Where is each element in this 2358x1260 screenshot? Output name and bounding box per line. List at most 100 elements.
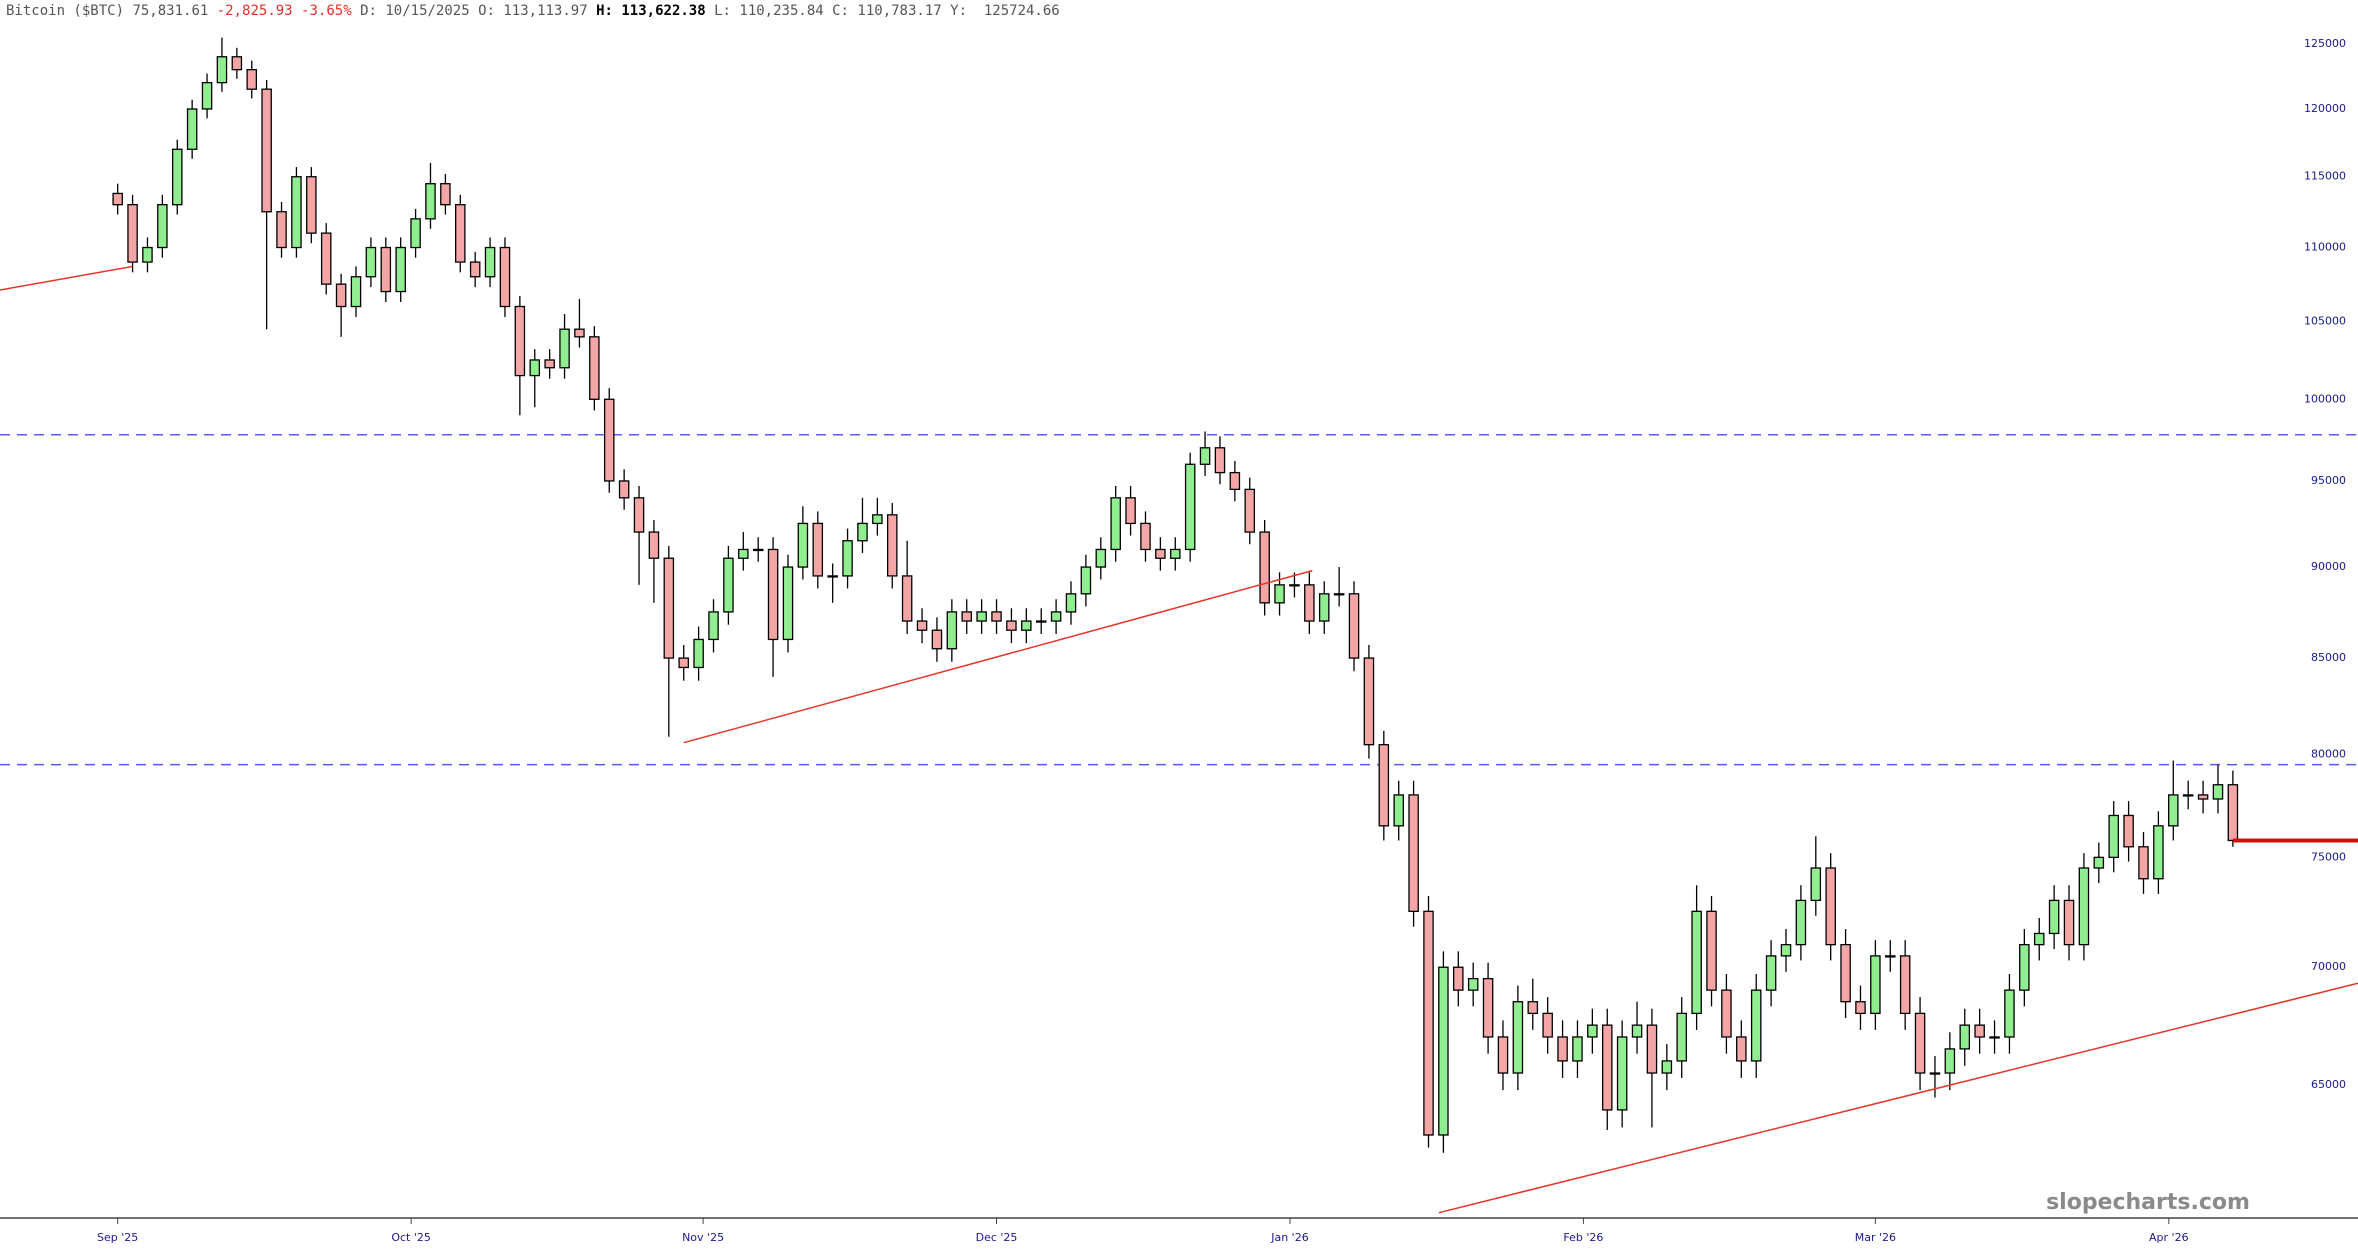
candle-body xyxy=(1914,1012,1926,1074)
candle-body xyxy=(603,398,615,482)
candle-body xyxy=(246,69,258,90)
candle-body xyxy=(2004,989,2015,1038)
candle-body xyxy=(633,497,645,533)
candle-body xyxy=(842,540,853,577)
candle-body xyxy=(857,522,868,542)
candle-body xyxy=(186,108,198,150)
candle-body xyxy=(1899,955,1911,1015)
candle-body xyxy=(425,183,436,220)
candle-body xyxy=(1080,566,1092,595)
candle-body xyxy=(1661,1060,1673,1074)
candle-body xyxy=(2197,794,2209,800)
candle-body xyxy=(1050,611,1062,622)
candle-body xyxy=(1929,1072,1941,1075)
candle-body xyxy=(127,204,138,263)
candle-body xyxy=(1765,955,1777,991)
candle-body xyxy=(380,246,392,293)
candle-body xyxy=(306,176,317,234)
candle-body xyxy=(827,575,838,578)
candle-body xyxy=(2019,943,2030,991)
trend-line xyxy=(1438,982,2358,1214)
candle-body xyxy=(1721,989,1732,1038)
candle-body xyxy=(1021,620,1032,631)
candle-body xyxy=(2033,932,2045,946)
candle-body xyxy=(1348,593,1360,659)
candle-body xyxy=(1155,548,1166,559)
candle-body xyxy=(171,148,183,206)
candle-body xyxy=(544,359,555,369)
candle-body xyxy=(499,246,511,308)
y-tick-label: 65000 xyxy=(2311,1078,2346,1091)
candle-body xyxy=(901,575,913,622)
high: H: 113,622.38 xyxy=(596,3,706,19)
candle-body xyxy=(1467,977,1479,991)
candle-body xyxy=(1184,463,1196,551)
x-tick-label: Mar '26 xyxy=(1855,1231,1896,1244)
candle-body xyxy=(1512,1001,1524,1074)
candle-body xyxy=(1170,548,1181,559)
x-tick-label: Oct '25 xyxy=(391,1231,431,1244)
candle-body xyxy=(1616,1036,1628,1111)
candle-body xyxy=(276,211,287,249)
candle-body xyxy=(708,611,719,641)
candle-body xyxy=(1780,943,1792,957)
symbol: Bitcoin ($BTC) xyxy=(6,3,125,19)
candle-body xyxy=(395,246,406,293)
candle-body xyxy=(1378,744,1390,827)
candle-body xyxy=(589,336,600,400)
candle-body xyxy=(1706,910,1717,991)
candle-body xyxy=(1691,910,1702,1015)
y-tick-label: 70000 xyxy=(2311,960,2346,973)
candle-body xyxy=(1736,1036,1747,1062)
candle-body xyxy=(1244,488,1256,533)
candle-body xyxy=(767,548,779,641)
candle-body xyxy=(1438,966,1449,1136)
x-tick-label: Nov '25 xyxy=(682,1231,724,1244)
candle-body xyxy=(1289,584,1300,587)
candle-body xyxy=(1572,1036,1583,1062)
candle-body xyxy=(514,305,526,377)
candle-body xyxy=(723,557,734,613)
candle-body xyxy=(559,328,570,369)
candle-body xyxy=(2108,814,2119,859)
candle-body xyxy=(1601,1024,1613,1111)
candle-body xyxy=(157,204,168,249)
candle-body xyxy=(2227,784,2239,842)
change-pct: -3.65% xyxy=(301,3,352,19)
candle-body xyxy=(1542,1012,1553,1038)
candle-body xyxy=(1140,522,1151,551)
x-tick-label: Apr '26 xyxy=(2149,1231,2189,1244)
candle-body xyxy=(484,246,496,278)
candle-body xyxy=(886,514,898,577)
candle-body xyxy=(1944,1048,1956,1074)
candle-body xyxy=(1199,447,1211,465)
candle-body xyxy=(574,328,585,338)
candle-body xyxy=(1497,1036,1509,1074)
candle-body xyxy=(1229,471,1241,491)
candle-body xyxy=(1587,1024,1598,1038)
y-tick-label: 110000 xyxy=(2304,241,2346,254)
candle-body xyxy=(2063,899,2075,946)
candle-body xyxy=(1333,593,1345,596)
candle-body xyxy=(231,56,243,71)
candle-body xyxy=(1855,1001,1866,1015)
candle-body xyxy=(1006,620,1017,631)
candle-body xyxy=(991,611,1002,622)
trend-line xyxy=(683,569,1313,744)
candle-body xyxy=(1557,1036,1568,1062)
candle-body xyxy=(1423,910,1434,1136)
y-tick-label: 95000 xyxy=(2311,474,2346,487)
candle-body xyxy=(2153,825,2164,880)
last-price: 75,831.61 xyxy=(132,3,209,19)
date: D: 10/15/2025 xyxy=(360,3,470,19)
candle-body xyxy=(2078,867,2090,946)
x-tick-label: Jan '26 xyxy=(1270,1231,1308,1244)
candle-body xyxy=(1304,584,1315,622)
low: L: 110,235.84 xyxy=(714,3,824,19)
candle-body xyxy=(1527,1001,1539,1015)
candle-body xyxy=(320,232,332,285)
change: -2,825.93 xyxy=(216,3,293,19)
candle-body xyxy=(678,657,689,669)
y-tick-label: 120000 xyxy=(2304,102,2346,115)
